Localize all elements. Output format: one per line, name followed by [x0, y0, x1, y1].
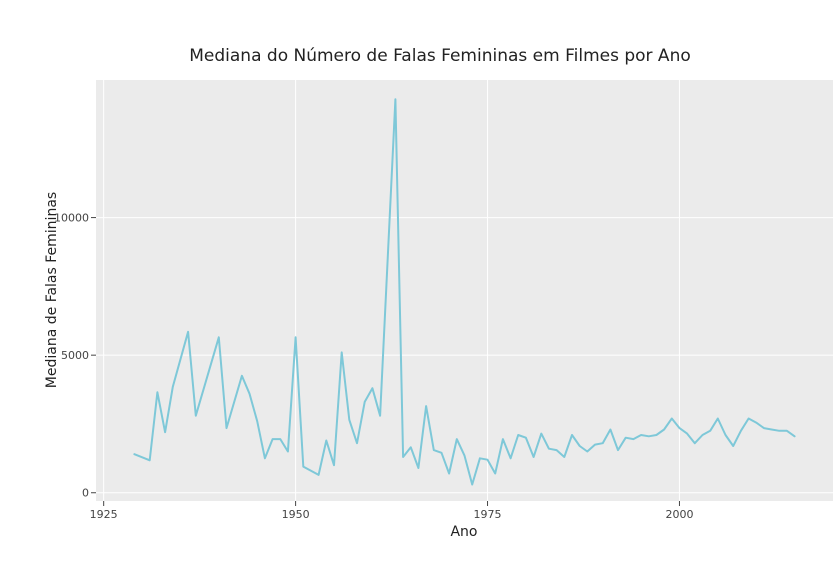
- data-point: [623, 435, 628, 440]
- data-point: [685, 431, 690, 436]
- data-point: [255, 419, 260, 424]
- data-point: [278, 437, 283, 442]
- grid-lines: [96, 80, 833, 501]
- data-point: [531, 455, 536, 460]
- data-point: [454, 437, 459, 442]
- data-point: [539, 431, 544, 436]
- y-axis-title: Mediana de Falas Femininas: [44, 192, 60, 388]
- data-point: [493, 471, 498, 476]
- x-tick-label: 2000: [665, 508, 693, 521]
- data-point: [585, 449, 590, 454]
- data-point: [669, 416, 674, 421]
- data-point: [746, 416, 751, 421]
- data-point: [216, 335, 221, 340]
- data-point: [293, 335, 298, 340]
- data-point: [163, 430, 168, 435]
- data-point: [401, 455, 406, 460]
- data-point: [662, 427, 667, 432]
- data-point: [447, 471, 452, 476]
- data-point: [738, 428, 743, 433]
- data-point: [792, 434, 797, 439]
- data-point: [431, 448, 436, 453]
- data-point: [639, 433, 644, 438]
- data-point: [508, 456, 513, 461]
- data-point: [339, 350, 344, 355]
- data-point: [616, 448, 621, 453]
- data-point: [577, 444, 582, 449]
- chart-title: Mediana do Número de Falas Femininas em …: [189, 46, 691, 66]
- data-point: [347, 417, 352, 422]
- data-point: [731, 444, 736, 449]
- data-point: [708, 428, 713, 433]
- y-tick-label: 10000: [54, 212, 89, 225]
- data-point: [523, 435, 528, 440]
- data-point: [646, 434, 651, 439]
- data-point: [193, 413, 198, 418]
- axis-ticks: 1925 1950 1975 2000 0 5000 10000: [54, 212, 693, 521]
- data-point: [554, 448, 559, 453]
- data-point: [654, 433, 659, 438]
- data-point: [262, 456, 267, 461]
- data-point: [147, 458, 152, 463]
- data-point: [316, 472, 321, 477]
- data-point: [715, 416, 720, 421]
- data-point: [416, 466, 421, 471]
- x-axis-title: Ano: [450, 524, 477, 540]
- data-point: [408, 445, 413, 450]
- data-point: [224, 426, 229, 431]
- data-point: [754, 420, 759, 425]
- series-line: [133, 98, 796, 486]
- data-point: [393, 97, 398, 102]
- data-point: [723, 433, 728, 438]
- data-point: [608, 427, 613, 432]
- x-tick-label: 1925: [90, 508, 118, 521]
- data-point: [324, 438, 329, 443]
- data-point: [470, 482, 475, 487]
- data-point: [500, 437, 505, 442]
- data-point: [784, 428, 789, 433]
- data-point: [593, 442, 598, 447]
- data-point: [170, 384, 175, 389]
- data-point: [777, 428, 782, 433]
- data-point: [332, 463, 337, 468]
- data-point: [477, 456, 482, 461]
- data-point: [516, 433, 521, 438]
- data-point: [239, 373, 244, 378]
- data-point: [546, 446, 551, 451]
- data-point: [700, 433, 705, 438]
- data-point: [247, 391, 252, 396]
- series-layer: [132, 97, 797, 487]
- data-point: [186, 329, 191, 334]
- x-tick-label: 1950: [282, 508, 310, 521]
- data-point: [631, 437, 636, 442]
- x-tick-label: 1975: [474, 508, 502, 521]
- data-point: [439, 450, 444, 455]
- data-point: [562, 455, 567, 460]
- data-point: [155, 390, 160, 395]
- data-point: [301, 464, 306, 469]
- data-point: [355, 441, 360, 446]
- plot-area: [96, 80, 833, 501]
- data-point: [132, 452, 137, 457]
- data-point: [761, 426, 766, 431]
- y-tick-label: 5000: [61, 349, 89, 362]
- y-tick-label: 0: [82, 487, 89, 500]
- data-point: [362, 399, 367, 404]
- data-point: [285, 449, 290, 454]
- data-point: [378, 413, 383, 418]
- data-point: [462, 453, 467, 458]
- data-point: [485, 457, 490, 462]
- data-point: [677, 426, 682, 431]
- data-point: [769, 427, 774, 432]
- data-point: [570, 433, 575, 438]
- data-point: [370, 386, 375, 391]
- data-point: [692, 441, 697, 446]
- data-point: [424, 404, 429, 409]
- data-point: [600, 441, 605, 446]
- data-point: [270, 437, 275, 442]
